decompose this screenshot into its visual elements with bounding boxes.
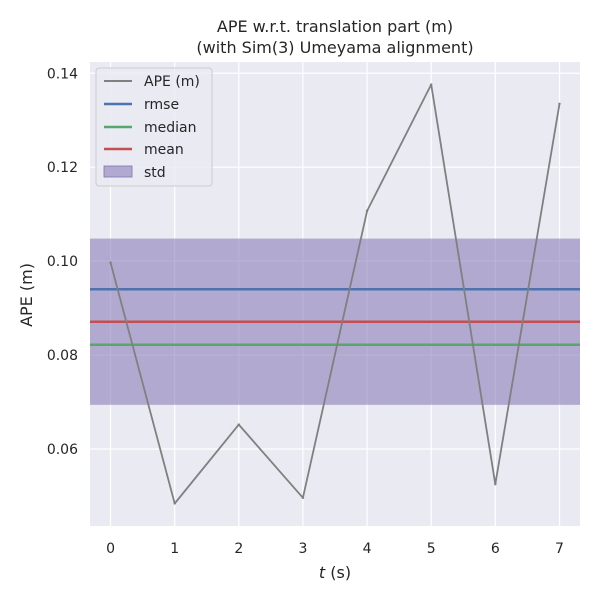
y-tick-label: 0.14 <box>47 66 78 82</box>
legend-label-median: median <box>144 120 196 136</box>
legend: APE (m) rmse median mean std <box>95 67 213 187</box>
ape-series-line <box>109 83 561 505</box>
ape-data-point <box>494 483 497 486</box>
chart-title-line2: (with Sim(3) Umeyama alignment) <box>196 38 473 57</box>
ape-data-point <box>173 502 176 505</box>
y-tick-label: 0.08 <box>47 348 78 364</box>
ape-data-point <box>365 209 369 213</box>
legend-label-std: std <box>144 165 166 181</box>
ape-data-point <box>237 423 240 426</box>
x-tick-label: 6 <box>491 541 500 557</box>
x-axis-label: t (s) <box>319 563 351 582</box>
series-group <box>109 83 561 505</box>
y-tick-label: 0.10 <box>47 254 78 270</box>
y-tick-label: 0.06 <box>47 442 78 458</box>
x-axis-label-var: t <box>319 563 326 582</box>
legend-label-mean: mean <box>144 142 184 158</box>
legend-frame <box>95 67 213 187</box>
chart-title-line1: APE w.r.t. translation part (m) <box>217 17 453 36</box>
x-tick-labels: 0 1 2 3 4 5 6 7 <box>106 541 564 557</box>
ape-data-point <box>301 496 305 500</box>
x-tick-label: 4 <box>363 541 372 557</box>
ape-data-point <box>430 83 433 86</box>
legend-label-ape: APE (m) <box>144 74 200 90</box>
legend-swatch-std <box>103 165 133 178</box>
x-tick-label: 3 <box>298 541 307 557</box>
y-tick-labels: 0.06 0.08 0.10 0.12 0.14 <box>47 66 78 458</box>
x-tick-label: 5 <box>427 541 436 557</box>
y-tick-label: 0.12 <box>47 160 78 176</box>
legend-label-rmse: rmse <box>144 97 179 113</box>
y-axis-label: APE (m) <box>17 263 36 327</box>
ape-data-point <box>109 261 112 264</box>
x-tick-label: 0 <box>106 541 115 557</box>
x-tick-label: 1 <box>170 541 179 557</box>
x-tick-label: 7 <box>555 541 564 557</box>
x-axis-label-unit: (s) <box>325 563 351 582</box>
stat-lines-group <box>90 288 580 346</box>
x-tick-label: 2 <box>234 541 243 557</box>
ape-data-point <box>558 102 561 105</box>
